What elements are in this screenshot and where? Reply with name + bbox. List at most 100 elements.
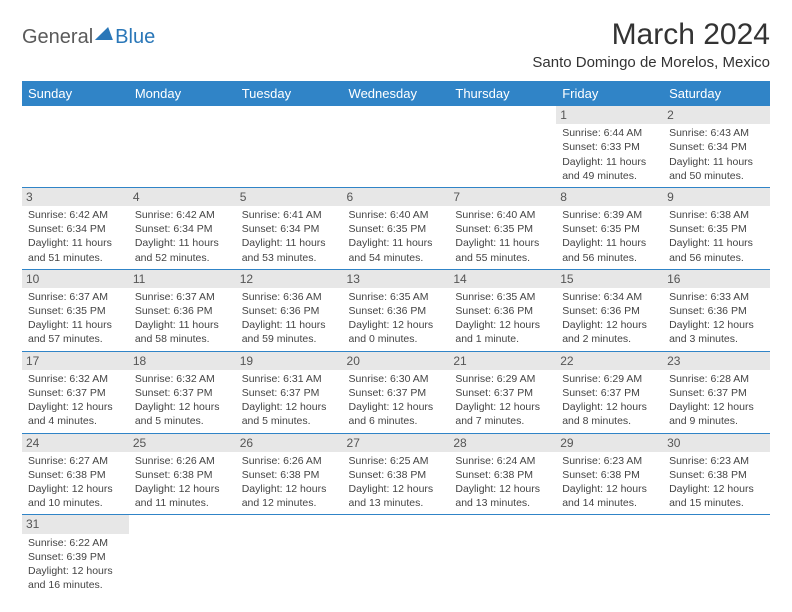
calendar-week-row: 17Sunrise: 6:32 AMSunset: 6:37 PMDayligh… [22,351,770,433]
day-daylight2: and 13 minutes. [455,496,550,510]
day-daylight1: Daylight: 11 hours [135,318,230,332]
calendar-week-row: 1Sunrise: 6:44 AMSunset: 6:33 PMDaylight… [22,106,770,187]
weekday-header: Thursday [449,81,556,106]
calendar-day-cell: 14Sunrise: 6:35 AMSunset: 6:36 PMDayligh… [449,269,556,351]
day-sunset: Sunset: 6:37 PM [349,386,444,400]
day-daylight2: and 5 minutes. [135,414,230,428]
day-daylight2: and 49 minutes. [562,169,657,183]
day-sunrise: Sunrise: 6:39 AM [562,208,657,222]
calendar-empty-cell [343,106,450,187]
brand-logo: General Blue [22,18,155,49]
calendar-day-cell: 11Sunrise: 6:37 AMSunset: 6:36 PMDayligh… [129,269,236,351]
day-daylight1: Daylight: 12 hours [349,318,444,332]
day-sunrise: Sunrise: 6:38 AM [669,208,764,222]
day-daylight2: and 0 minutes. [349,332,444,346]
calendar-day-cell: 6Sunrise: 6:40 AMSunset: 6:35 PMDaylight… [343,187,450,269]
calendar-day-cell: 22Sunrise: 6:29 AMSunset: 6:37 PMDayligh… [556,351,663,433]
calendar-day-cell: 1Sunrise: 6:44 AMSunset: 6:33 PMDaylight… [556,106,663,187]
day-sunrise: Sunrise: 6:30 AM [349,372,444,386]
day-sunset: Sunset: 6:37 PM [669,386,764,400]
day-daylight2: and 13 minutes. [349,496,444,510]
day-sunrise: Sunrise: 6:23 AM [562,454,657,468]
day-number: 21 [449,352,556,370]
day-daylight2: and 7 minutes. [455,414,550,428]
calendar-day-cell: 20 Sunrise: 6:30 AMSunset: 6:37 PMDayligh… [343,351,450,433]
calendar-day-cell: 2 Sunrise: 6:43 AMSunset: 6:34 PMDaylight… [663,106,770,187]
calendar-table: SundayMondayTuesdayWednesdayThursdayFrid… [22,81,770,596]
calendar-day-cell: 12Sunrise: 6:36 AMSunset: 6:36 PMDayligh… [236,269,343,351]
day-sunset: Sunset: 6:36 PM [455,304,550,318]
calendar-day-cell: 16Sunrise: 6:33 AMSunset: 6:36 PMDayligh… [663,269,770,351]
day-daylight1: Daylight: 11 hours [669,236,764,250]
day-sunrise: Sunrise: 6:23 AM [669,454,764,468]
day-number: 24 [22,434,129,452]
day-daylight1: Daylight: 11 hours [562,236,657,250]
day-sunset: Sunset: 6:36 PM [349,304,444,318]
logo-word-2: Blue [115,26,155,49]
day-daylight2: and 52 minutes. [135,251,230,265]
day-number: 28 [449,434,556,452]
calendar-empty-cell [343,515,450,596]
day-daylight2: and 14 minutes. [562,496,657,510]
calendar-day-cell: 15Sunrise: 6:34 AMSunset: 6:36 PMDayligh… [556,269,663,351]
day-daylight2: and 12 minutes. [242,496,337,510]
title-block: March 2024 Santo Domingo de Morelos, Mex… [532,18,770,71]
day-daylight1: Daylight: 11 hours [242,318,337,332]
day-daylight1: Daylight: 12 hours [562,318,657,332]
calendar-day-cell: 13Sunrise: 6:35 AMSunset: 6:36 PMDayligh… [343,269,450,351]
day-daylight1: Daylight: 12 hours [135,482,230,496]
weekday-header: Sunday [22,81,129,106]
day-daylight2: and 4 minutes. [28,414,123,428]
day-daylight1: Daylight: 11 hours [669,155,764,169]
day-sunset: Sunset: 6:37 PM [28,386,123,400]
day-daylight2: and 3 minutes. [669,332,764,346]
day-daylight2: and 11 minutes. [135,496,230,510]
calendar-week-row: 31Sunrise: 6:22 AMSunset: 6:39 PMDayligh… [22,515,770,596]
calendar-empty-cell [449,515,556,596]
day-daylight1: Daylight: 12 hours [562,400,657,414]
day-sunrise: Sunrise: 6:33 AM [669,290,764,304]
calendar-empty-cell [449,106,556,187]
day-sunrise: Sunrise: 6:35 AM [349,290,444,304]
calendar-day-cell: 10Sunrise: 6:37 AMSunset: 6:35 PMDayligh… [22,269,129,351]
day-daylight1: Daylight: 12 hours [28,564,123,578]
calendar-day-cell: 29Sunrise: 6:23 AMSunset: 6:38 PMDayligh… [556,433,663,515]
day-number: 20 [343,352,450,370]
day-daylight2: and 55 minutes. [455,251,550,265]
day-daylight2: and 9 minutes. [669,414,764,428]
day-daylight2: and 50 minutes. [669,169,764,183]
day-daylight1: Daylight: 11 hours [135,236,230,250]
day-number: 2 [663,106,770,124]
day-sunrise: Sunrise: 6:40 AM [349,208,444,222]
calendar-day-cell: 19Sunrise: 6:31 AMSunset: 6:37 PMDayligh… [236,351,343,433]
day-sunset: Sunset: 6:34 PM [669,140,764,154]
day-number: 26 [236,434,343,452]
calendar-day-cell: 8Sunrise: 6:39 AMSunset: 6:35 PMDaylight… [556,187,663,269]
day-sunrise: Sunrise: 6:34 AM [562,290,657,304]
day-sunrise: Sunrise: 6:36 AM [242,290,337,304]
day-number: 29 [556,434,663,452]
calendar-day-cell: 31Sunrise: 6:22 AMSunset: 6:39 PMDayligh… [22,515,129,596]
calendar-day-cell: 26Sunrise: 6:26 AMSunset: 6:38 PMDayligh… [236,433,343,515]
calendar-week-row: 10Sunrise: 6:37 AMSunset: 6:35 PMDayligh… [22,269,770,351]
calendar-day-cell: 17Sunrise: 6:32 AMSunset: 6:37 PMDayligh… [22,351,129,433]
day-sunrise: Sunrise: 6:43 AM [669,126,764,140]
calendar-empty-cell [129,515,236,596]
day-daylight1: Daylight: 12 hours [349,482,444,496]
day-number: 25 [129,434,236,452]
day-sunset: Sunset: 6:35 PM [349,222,444,236]
calendar-week-row: 24Sunrise: 6:27 AMSunset: 6:38 PMDayligh… [22,433,770,515]
day-number: 30 [663,434,770,452]
day-number: 4 [129,188,236,206]
day-daylight1: Daylight: 12 hours [349,400,444,414]
day-daylight2: and 53 minutes. [242,251,337,265]
location-subtitle: Santo Domingo de Morelos, Mexico [532,54,770,71]
day-daylight1: Daylight: 12 hours [562,482,657,496]
day-daylight1: Daylight: 12 hours [242,400,337,414]
day-sunrise: Sunrise: 6:42 AM [28,208,123,222]
day-sunset: Sunset: 6:35 PM [562,222,657,236]
day-sunset: Sunset: 6:34 PM [242,222,337,236]
day-sunrise: Sunrise: 6:27 AM [28,454,123,468]
calendar-empty-cell [556,515,663,596]
day-number: 14 [449,270,556,288]
